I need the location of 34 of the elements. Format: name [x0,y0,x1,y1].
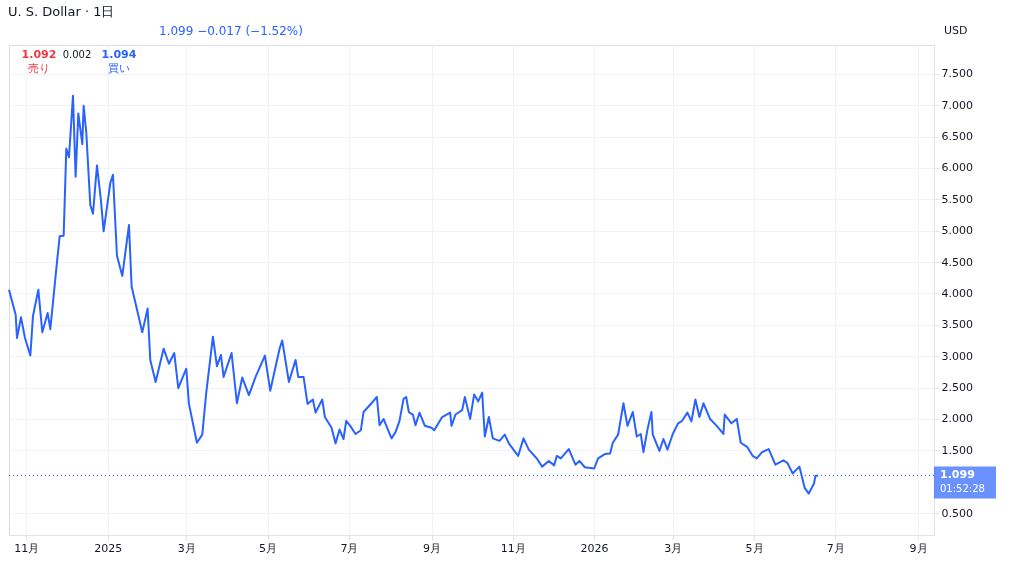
y-tick-label: 4.500 [941,255,973,269]
x-tick-label: 5月 [259,541,278,555]
annotation: 1.092 売り [21,48,57,75]
x-tick-label: 2025 [94,541,123,555]
y-tick-label: 3.500 [941,318,973,332]
x-tick-label: 9月 [423,541,442,555]
annotation: 1.094 買い [101,48,137,75]
y-tick-label: 1.500 [941,443,973,457]
y-tick-label: 5.500 [941,192,973,206]
y-tick-label: 5.000 [941,224,973,238]
y-tick-label: 6.000 [941,161,973,175]
chart-title: U. S. Dollar · 1日 [8,4,115,19]
y-tick-label: 3.000 [941,349,973,363]
x-tick-label: 5月 [745,541,764,555]
text: 1.099 −0.017 (−1.52%) [159,24,303,38]
text: USD [944,24,968,37]
x-tick-label: 11月 [500,541,526,555]
annotation: 0.002 [62,49,92,60]
y-tick-label: 6.500 [941,130,973,144]
x-tick-label: 3月 [177,541,196,555]
ref-line-label: 1.099 [940,468,975,482]
x-tick-label: 2026 [580,541,609,555]
x-tick-label: 9月 [909,541,928,555]
y-tick-label: 2.500 [941,381,973,395]
x-tick-label: 3月 [664,541,683,555]
x-tick-label: 11月 [14,541,40,555]
x-tick-label: 7月 [340,541,359,555]
y-tick-label: 4.000 [941,286,973,300]
y-tick-label: 2.000 [941,412,973,426]
y-tick-label: 7.500 [941,67,973,81]
text: 01:52:28 [940,483,985,495]
y-tick-label: 7.000 [941,98,973,112]
y-tick-label: 0.500 [941,506,973,520]
x-tick-label: 7月 [826,541,845,555]
